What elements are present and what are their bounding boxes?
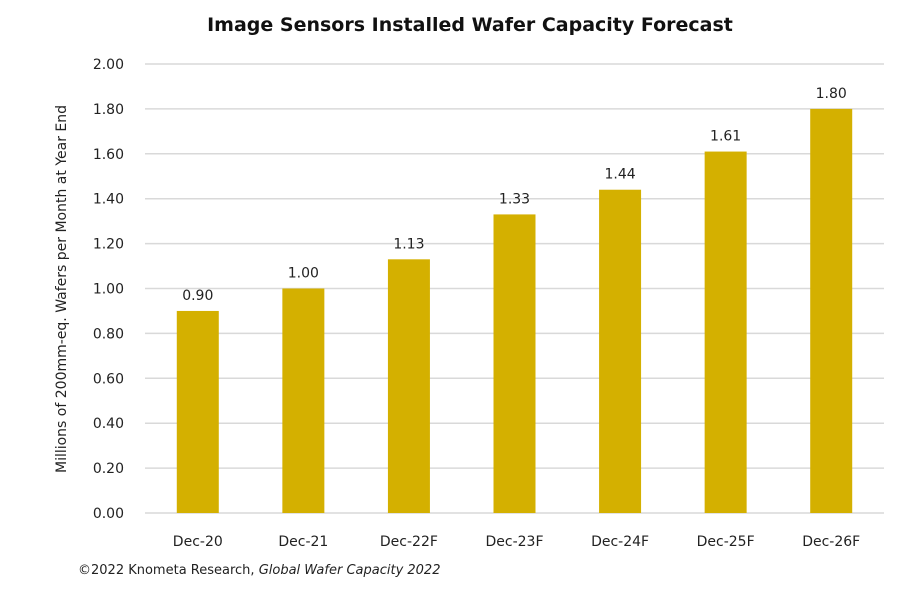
source-title: Global Wafer Capacity 2022 <box>258 563 441 578</box>
x-tick-label: Dec-22F <box>380 534 438 550</box>
bar <box>493 214 536 514</box>
data-label: 1.80 <box>816 86 847 102</box>
y-tick-label: 0.60 <box>93 371 124 387</box>
bar <box>176 310 219 513</box>
x-axis-ticks: Dec-20 Dec-21 Dec-22F Dec-23F Dec-24F Dec-25F… <box>173 534 860 550</box>
source-note: ©2022 Knometa Research, Global Wafer Cap… <box>78 563 440 578</box>
data-label: 1.44 <box>604 167 635 183</box>
bar <box>599 189 642 513</box>
y-tick-label: 1.20 <box>93 237 124 253</box>
x-tick-label: Dec-23F <box>485 534 543 550</box>
chart-title: Image Sensors Installed Wafer Capacity F… <box>207 14 733 36</box>
y-tick-label: 1.00 <box>93 282 124 298</box>
y-tick-label: 1.40 <box>93 192 124 208</box>
y-axis-ticks: 0.00 0.20 0.40 0.60 0.80 1.00 1.20 1.40 1.60 1.80… <box>93 57 124 522</box>
bar <box>387 259 430 513</box>
y-tick-label: 1.60 <box>93 147 124 163</box>
x-tick-label: Dec-21 <box>278 534 328 550</box>
y-tick-label: 0.20 <box>93 461 124 477</box>
source-prefix: ©2022 Knometa Research, <box>78 563 259 578</box>
x-tick-label: Dec-24F <box>591 534 649 550</box>
data-label: 0.90 <box>182 288 213 304</box>
x-tick-label: Dec-26F <box>802 534 860 550</box>
bar-chart: Image Sensors Installed Wafer Capacity F… <box>54 14 884 550</box>
y-tick-label: 1.80 <box>93 102 124 118</box>
y-tick-label: 0.40 <box>93 416 124 432</box>
data-label: 1.13 <box>393 236 424 252</box>
y-tick-label: 0.80 <box>93 326 124 342</box>
y-tick-label: 2.00 <box>93 57 124 73</box>
data-label: 1.61 <box>710 129 741 145</box>
bar <box>282 288 325 513</box>
data-label: 1.00 <box>288 266 319 282</box>
data-labels: 0.90 1.00 1.13 1.33 1.44 1.61 1.80 <box>182 86 847 304</box>
data-label: 1.33 <box>499 191 530 207</box>
bar <box>810 108 853 514</box>
bar <box>704 151 747 513</box>
x-tick-label: Dec-20 <box>173 534 223 550</box>
x-tick-label: Dec-25F <box>697 534 755 550</box>
y-tick-label: 0.00 <box>93 506 124 522</box>
bars <box>176 108 853 514</box>
y-axis-label: Millions of 200mm-eq. Wafers per Month a… <box>54 105 70 473</box>
